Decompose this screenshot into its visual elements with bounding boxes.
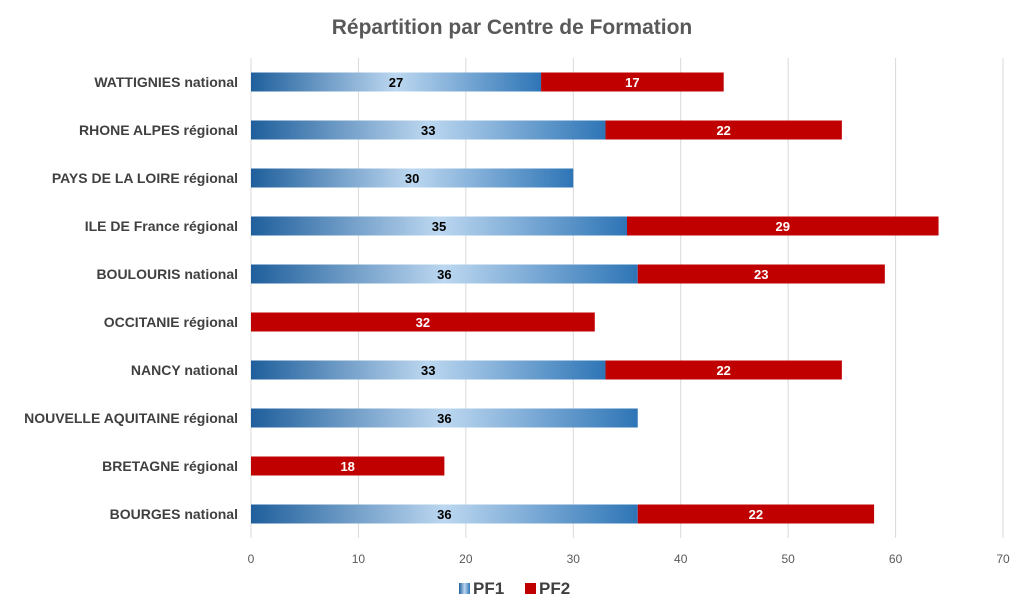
legend-swatch-pf2 bbox=[525, 583, 536, 594]
category-label: PAYS DE LA LOIRE régional bbox=[52, 170, 238, 186]
x-tick-label: 50 bbox=[781, 552, 795, 566]
x-tick-label: 0 bbox=[248, 552, 255, 566]
x-tick-label: 30 bbox=[567, 552, 581, 566]
legend-label: PF2 bbox=[539, 579, 570, 598]
data-label: 36 bbox=[437, 267, 451, 282]
bar-pf2 bbox=[541, 72, 724, 92]
data-label: 22 bbox=[716, 363, 730, 378]
x-tick-label: 10 bbox=[352, 552, 366, 566]
data-label: 23 bbox=[754, 267, 768, 282]
bar-pf2 bbox=[605, 120, 842, 140]
data-label: 18 bbox=[340, 459, 354, 474]
bar-pf2 bbox=[637, 264, 885, 284]
data-label: 33 bbox=[421, 123, 435, 138]
category-label: WATTIGNIES national bbox=[94, 74, 238, 90]
category-label: OCCITANIE régional bbox=[104, 314, 238, 330]
bar-pf1 bbox=[251, 72, 542, 92]
legend: PF1 PF2 bbox=[459, 579, 570, 598]
chart-title: Répartition par Centre de Formation bbox=[332, 16, 693, 39]
category-label: BOULOURIS national bbox=[96, 266, 238, 282]
bar-pf2 bbox=[627, 216, 939, 236]
bar-pf1 bbox=[251, 216, 627, 236]
data-label: 32 bbox=[416, 315, 430, 330]
data-label: 36 bbox=[437, 507, 451, 522]
category-label: ILE DE France régional bbox=[85, 218, 238, 234]
data-label: 30 bbox=[405, 171, 419, 186]
category-label: NANCY national bbox=[131, 362, 238, 378]
x-axis-ticks: 0 10 20 30 40 50 60 70 bbox=[248, 552, 1010, 566]
bar-pf1 bbox=[251, 120, 606, 140]
data-label: 33 bbox=[421, 363, 435, 378]
data-label: 36 bbox=[437, 411, 451, 426]
category-label: BRETAGNE régional bbox=[102, 458, 238, 474]
x-tick-label: 60 bbox=[889, 552, 903, 566]
x-tick-label: 70 bbox=[996, 552, 1010, 566]
bar-pf2 bbox=[251, 312, 595, 332]
category-label: BOURGES national bbox=[110, 506, 238, 522]
legend-swatch-pf1 bbox=[459, 583, 470, 594]
x-tick-label: 40 bbox=[674, 552, 688, 566]
bar-pf1 bbox=[251, 168, 574, 188]
data-label: 27 bbox=[389, 75, 403, 90]
bar-pf2 bbox=[251, 456, 445, 476]
category-labels: WATTIGNIES national RHONE ALPES régional P… bbox=[24, 74, 238, 522]
bar-pf2 bbox=[637, 504, 875, 524]
x-tick-label: 20 bbox=[459, 552, 473, 566]
data-label: 17 bbox=[625, 75, 639, 90]
bar-pf1 bbox=[251, 264, 638, 284]
bar-pf1 bbox=[251, 504, 638, 524]
data-label: 29 bbox=[776, 219, 790, 234]
bar-pf2 bbox=[605, 360, 842, 380]
category-label: RHONE ALPES régional bbox=[79, 122, 238, 138]
bar-pf1 bbox=[251, 408, 638, 428]
data-label: 22 bbox=[749, 507, 763, 522]
bars: 27 17 33 22 30 35 29 36 23 32 33 22 36 18 36 22 bbox=[251, 72, 939, 524]
bar-pf1 bbox=[251, 360, 606, 380]
data-label: 35 bbox=[432, 219, 446, 234]
legend-label: PF1 bbox=[473, 579, 504, 598]
data-label: 22 bbox=[716, 123, 730, 138]
category-label: NOUVELLE AQUITAINE régional bbox=[24, 410, 238, 426]
